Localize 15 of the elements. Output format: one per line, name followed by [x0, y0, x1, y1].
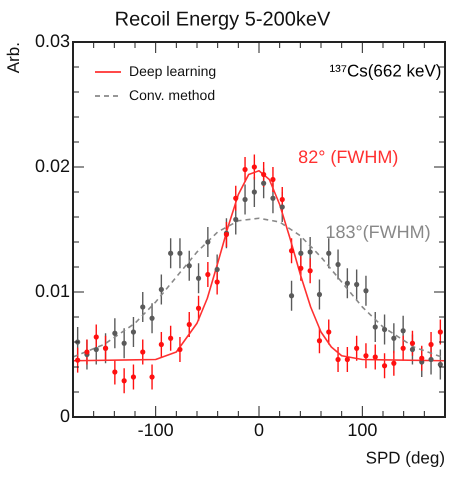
chart-title: Recoil Energy 5-200keV [114, 8, 331, 31]
legend-label: Deep learning [129, 62, 216, 79]
y-tick-label: 0.01 [34, 280, 70, 301]
x-tick-label: 0 [254, 420, 264, 440]
y-tick-label: 0 [60, 406, 70, 426]
x-axis-title: SPD (deg) [366, 448, 445, 468]
y-axis-title: Arb. [4, 42, 23, 74]
legend-label: Conv. method [129, 86, 216, 103]
y-tick-label: 0.02 [34, 156, 70, 176]
annotation: 183°(FWHM) [325, 222, 431, 242]
annotation: ¹³⁷Cs(662 keV) [330, 62, 442, 81]
x-tick-label: -100 [138, 420, 174, 440]
annotation: 82° (FWHM) [298, 147, 398, 168]
x-tick-label: 100 [347, 420, 378, 440]
y-tick-label: 0.03 [34, 30, 70, 51]
